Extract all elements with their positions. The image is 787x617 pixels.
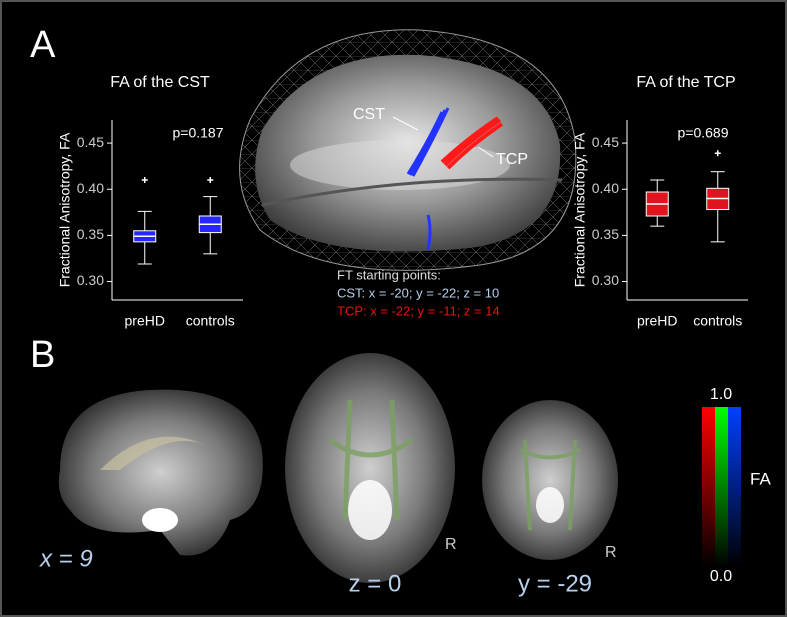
slice-label: y = -29 — [518, 570, 592, 597]
ft-tcp: TCP: x = -22; y = -11; z = 14 — [337, 303, 500, 318]
chart-title: FA of the TCP — [636, 74, 735, 91]
outlier — [141, 177, 148, 183]
y-tick-label: 0.40 — [592, 180, 619, 196]
tract-label: TCP — [496, 151, 528, 168]
y-tick-label: 0.45 — [592, 134, 619, 150]
slice-label: x = 9 — [39, 545, 93, 572]
slice-label: z = 0 — [349, 570, 402, 597]
colorbar — [702, 407, 741, 567]
y-tick-label: 0.35 — [77, 226, 104, 242]
panel-label: B — [30, 334, 55, 376]
colorbar-top: 1.0 — [710, 386, 732, 403]
brain-3d — [239, 29, 577, 271]
panel-label: A — [30, 24, 56, 66]
x-tick-label: controls — [693, 313, 742, 329]
ft-heading: FT starting points: — [337, 267, 441, 282]
slice-coronal — [482, 400, 618, 560]
y-axis-label: Fractional Anisotropy, FA — [57, 132, 73, 287]
side-mark: R — [605, 544, 617, 561]
y-tick-label: 0.40 — [77, 180, 104, 196]
slice-sagittal — [58, 389, 263, 556]
y-tick-label: 0.30 — [592, 272, 619, 288]
x-tick-label: preHD — [637, 313, 677, 329]
colorbar-bottom: 0.0 — [710, 568, 732, 585]
y-tick-label: 0.30 — [77, 272, 104, 288]
outlier — [714, 150, 721, 157]
x-tick-label: controls — [186, 313, 235, 329]
y-axis-label: Fractional Anisotropy, FA — [572, 132, 588, 287]
annotation: p=0.689 — [678, 125, 729, 141]
tract-label: CST — [353, 106, 385, 123]
annotation: p=0.187 — [173, 125, 224, 141]
side-mark: R — [445, 536, 457, 553]
y-tick-label: 0.35 — [592, 226, 619, 242]
y-tick-label: 0.45 — [77, 134, 104, 150]
outlier — [207, 177, 214, 183]
colorbar-label: FA — [750, 469, 771, 488]
x-tick-label: preHD — [125, 313, 165, 329]
chart-title: FA of the CST — [110, 74, 210, 91]
slice-axial — [285, 353, 455, 583]
ft-cst: CST: x = -20; y = -22; z = 10 — [337, 285, 499, 300]
